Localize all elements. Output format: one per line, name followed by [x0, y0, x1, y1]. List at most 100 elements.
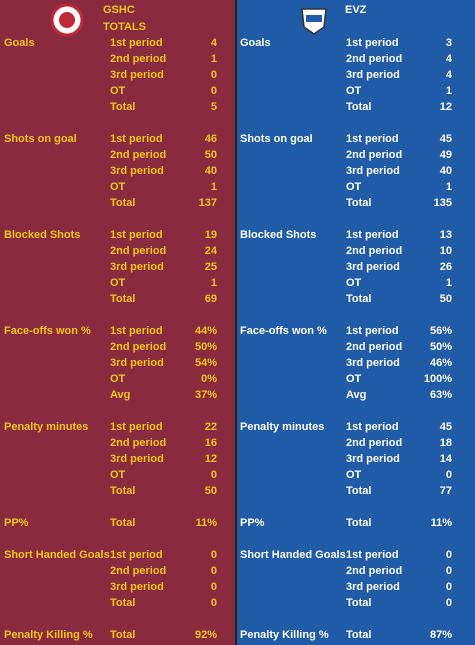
stat-value: 10: [439, 245, 452, 257]
stat-value: 50: [439, 293, 452, 305]
stat-value: 19: [204, 229, 217, 241]
stat-value: 4: [445, 69, 452, 81]
stat-value: 0: [445, 597, 452, 609]
team-subtitle: TOTALS: [103, 21, 146, 33]
period-label: 2nd period: [346, 437, 403, 449]
stat-value: 56%: [429, 325, 452, 337]
period-label: OT: [110, 181, 126, 193]
team-logo: [301, 8, 327, 35]
period-label: Total: [110, 517, 136, 529]
stat-value: 0: [210, 85, 217, 97]
stat-value: 87%: [429, 629, 452, 641]
period-label: Total: [346, 197, 372, 209]
period-label: 3rd period: [346, 581, 400, 593]
stat-value: 50%: [429, 341, 452, 353]
period-label: 1st period: [110, 325, 163, 337]
stat-label: Goals: [4, 37, 35, 49]
stat-value: 44%: [194, 325, 217, 337]
stat-label: Face-offs won %: [240, 325, 327, 337]
period-label: 2nd period: [110, 565, 167, 577]
period-label: 1st period: [110, 229, 163, 241]
stat-value: 1: [445, 181, 452, 193]
stat-value: 22: [204, 421, 217, 433]
team-panel: GSHC TOTALS Goals 1st period 4 2nd period 1 3rd…: [0, 0, 235, 645]
stat-value: 11%: [430, 517, 452, 529]
period-label: 2nd period: [346, 245, 403, 257]
period-label: Total: [110, 101, 136, 113]
stat-value: 4: [210, 37, 217, 49]
stat-value: 0: [210, 565, 217, 577]
stat-value: 11%: [195, 517, 217, 529]
period-label: Total: [346, 597, 372, 609]
stat-label: Short Handed Goals: [240, 549, 346, 561]
stat-value: 5: [210, 101, 217, 113]
period-label: 2nd period: [346, 149, 403, 161]
stat-value: 45: [439, 133, 452, 145]
stat-value: 0: [210, 69, 217, 81]
period-label: Avg: [110, 389, 131, 401]
stat-value: 18: [439, 437, 452, 449]
stat-value: 0: [210, 597, 217, 609]
period-label: 1st period: [346, 37, 399, 49]
period-label: Total: [346, 517, 372, 529]
stat-value: 0: [445, 469, 452, 481]
period-label: Total: [110, 197, 136, 209]
period-label: 3rd period: [346, 69, 400, 81]
period-label: OT: [346, 181, 362, 193]
period-label: 1st period: [346, 133, 399, 145]
period-label: Total: [110, 485, 136, 497]
stat-value: 50%: [194, 341, 217, 353]
period-label: 2nd period: [110, 53, 167, 65]
period-label: 2nd period: [110, 149, 167, 161]
stat-label: Shots on goal: [240, 133, 313, 145]
period-label: Total: [346, 101, 372, 113]
stat-value: 50: [204, 485, 217, 497]
stat-label: Shots on goal: [4, 133, 77, 145]
team-logo: [50, 3, 84, 37]
period-label: 3rd period: [110, 261, 164, 273]
stat-value: 135: [433, 197, 452, 209]
period-label: Total: [346, 629, 372, 641]
stat-value: 1: [210, 181, 217, 193]
stat-value: 13: [439, 229, 452, 241]
period-label: Avg: [346, 389, 367, 401]
period-label: OT: [346, 469, 362, 481]
team-name: GSHC: [103, 4, 135, 16]
period-label: 2nd period: [346, 53, 403, 65]
period-label: OT: [110, 85, 126, 97]
period-label: 3rd period: [110, 165, 164, 177]
stat-value: 0: [210, 549, 217, 561]
stat-value: 46%: [429, 357, 452, 369]
stat-label: Face-offs won %: [4, 325, 91, 337]
stat-value: 137: [198, 197, 217, 209]
stat-label: Penalty minutes: [4, 421, 89, 433]
stat-value: 69: [204, 293, 217, 305]
period-label: Total: [346, 485, 372, 497]
period-label: 1st period: [110, 133, 163, 145]
stat-value: 1: [445, 85, 452, 97]
stat-value: 0: [210, 469, 217, 481]
period-label: 2nd period: [110, 341, 167, 353]
stat-value: 54%: [194, 357, 217, 369]
stat-value: 63%: [429, 389, 452, 401]
stat-value: 92%: [194, 629, 217, 641]
stat-label: Penalty Killing %: [240, 629, 329, 641]
stat-value: 77: [439, 485, 452, 497]
period-label: 1st period: [110, 37, 163, 49]
period-label: 1st period: [110, 421, 163, 433]
stat-label: PP%: [4, 517, 29, 529]
stat-value: 26: [439, 261, 452, 273]
stat-label: Penalty Killing %: [4, 629, 93, 641]
stat-value: 4: [445, 53, 452, 65]
period-label: 2nd period: [110, 245, 167, 257]
stat-value: 40: [204, 165, 217, 177]
period-label: Total: [346, 293, 372, 305]
stat-value: 49: [439, 149, 452, 161]
period-label: 1st period: [346, 549, 399, 561]
stat-value: 0: [210, 581, 217, 593]
stat-value: 12: [204, 453, 217, 465]
period-label: Total: [110, 629, 136, 641]
stat-value: 37%: [194, 389, 217, 401]
period-label: OT: [110, 469, 126, 481]
